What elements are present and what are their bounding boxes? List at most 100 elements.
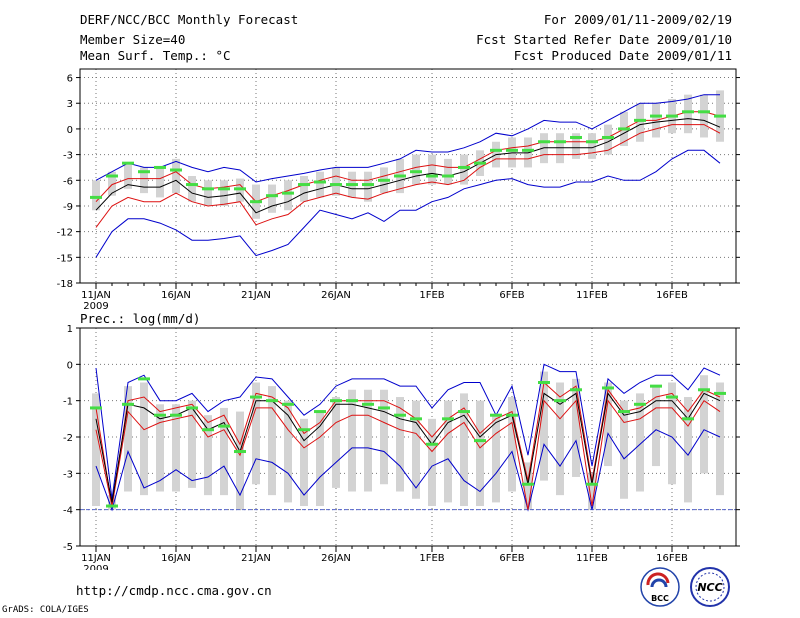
ncc-logo-inner-ring: [695, 572, 725, 602]
precipitation-panel-label: Prec.: log(mm/d): [80, 311, 201, 326]
series-min-line: [95, 149, 721, 258]
y-tick-label: 3: [67, 99, 73, 110]
member-size-label: Member Size=40: [80, 32, 186, 47]
bcc-logo-swirl-red: [646, 572, 670, 586]
ensemble-box: [284, 400, 292, 503]
forecast-produced-date: Fcst Produced Date 2009/01/11: [513, 48, 732, 63]
ensemble-box: [636, 103, 644, 142]
ensemble-box: [236, 411, 244, 510]
ensemble-box: [188, 176, 196, 202]
x-tick-label: 6FEB: [499, 290, 524, 301]
y-tick-label: -15: [57, 253, 73, 264]
ensemble-box: [268, 386, 276, 496]
ensemble-box: [332, 397, 340, 488]
y-tick-label: -1: [63, 397, 73, 408]
ensemble-box: [156, 404, 164, 492]
y-tick-label: -2: [63, 433, 73, 444]
ensemble-box: [684, 94, 692, 134]
ensemble-box: [364, 389, 372, 492]
ensemble-box: [700, 375, 708, 474]
bcc-logo-swirl-blue: [650, 578, 668, 588]
logos: BCC NCC: [640, 567, 730, 607]
ensemble-box: [172, 158, 180, 194]
ensemble-box: [300, 176, 308, 202]
temperature-panel-label: Mean Surf. Temp.: °C: [80, 48, 231, 63]
ensemble-box: [508, 397, 516, 492]
forecast-period: For 2009/01/11-2009/02/19: [543, 12, 732, 27]
ensemble-box: [636, 393, 644, 492]
ensemble-box: [204, 180, 212, 206]
series-min-line: [95, 429, 721, 512]
ensemble-box: [668, 382, 676, 485]
series-q3-line: [95, 381, 721, 507]
series-median-line: [95, 392, 721, 503]
website-url[interactable]: http://cmdp.ncc.cma.gov.cn: [76, 583, 272, 598]
ensemble-box: [92, 180, 100, 211]
precipitation-chart: -5 -4 -3 -2 -1 0 1 11JAN 16JAN 21JAN 26JAN 1FEB 6FEB…: [63, 324, 740, 570]
ensemble-box: [348, 389, 356, 492]
ensemble-box: [220, 407, 228, 496]
ensemble-box: [124, 163, 132, 189]
ensemble-box: [204, 415, 212, 496]
ensemble-box: [444, 158, 452, 185]
y-tick-label: -9: [63, 202, 73, 213]
ensemble-box: [716, 382, 724, 496]
ncc-logo-ring: [690, 567, 730, 607]
y-tick-label: -3: [63, 469, 73, 480]
ensemble-box: [172, 404, 180, 492]
x-tick-label: 26JAN: [321, 553, 351, 564]
ensemble-box: [492, 415, 500, 503]
ensemble-box: [316, 411, 324, 507]
ensemble-box: [572, 133, 580, 159]
x-tick-label: 6FEB: [499, 553, 524, 564]
ensemble-box: [604, 124, 612, 155]
ensemble-box: [652, 386, 660, 467]
ensemble-box: [684, 397, 692, 503]
ensemble-box: [540, 371, 548, 481]
plot-frame: [79, 68, 737, 284]
x-tick-label: 26JAN: [321, 290, 351, 301]
x-tick-label: 16JAN: [161, 553, 191, 564]
ensemble-box: [476, 400, 484, 507]
x-tick-label: 21JAN: [241, 553, 271, 564]
y-tick-label: -18: [57, 279, 73, 290]
series-q1-line: [95, 399, 721, 510]
x-tick-label: 1FEB: [419, 290, 444, 301]
x-tick-label: 11JAN: [81, 553, 111, 564]
ensemble-box: [444, 400, 452, 503]
ensemble-box: [316, 171, 324, 198]
series-q1-line: [95, 124, 721, 228]
ensemble-box: [588, 473, 596, 510]
x-tick-label: 11JAN: [81, 290, 111, 301]
bcc-logo-text: BCC: [651, 594, 669, 603]
grads-credit: GrADS: COLA/IGES: [2, 605, 89, 615]
ensemble-box: [460, 154, 468, 185]
series-median-line: [95, 118, 721, 214]
series-max-line: [95, 94, 720, 183]
ensemble-box: [380, 389, 388, 485]
x-tick-label: 16FEB: [656, 290, 688, 301]
ensemble-box: [412, 400, 420, 499]
y-tick-label: 6: [67, 74, 73, 85]
ensemble-box: [572, 378, 580, 477]
ensemble-box: [364, 171, 372, 202]
y-tick-label: -4: [63, 506, 73, 517]
x-tick-label: 16JAN: [161, 290, 191, 301]
ncc-logo-text: NCC: [697, 581, 722, 594]
ensemble-box: [556, 382, 564, 496]
y-tick-label: -5: [63, 542, 73, 553]
ensemble-box: [332, 167, 340, 196]
y-tick-label: 0: [67, 360, 73, 371]
ensemble-box: [156, 167, 164, 198]
bcc-logo: BCC: [640, 567, 680, 607]
x-tick-label: 11FEB: [576, 553, 608, 564]
x-tick-label: 1FEB: [419, 553, 444, 564]
ensemble-box: [700, 94, 708, 138]
series-max-line: [95, 363, 721, 499]
ensemble-box: [252, 382, 260, 485]
y-tick-label: -12: [57, 228, 73, 239]
temperature-chart: -18 -15 -12 -9 -6 -3 0 3 6 11JAN 16JAN 21JAN 26JAN 1F…: [57, 68, 740, 310]
ensemble-box: [412, 154, 420, 185]
x-year-label: 2009: [83, 564, 108, 570]
ensemble-box: [604, 382, 612, 467]
